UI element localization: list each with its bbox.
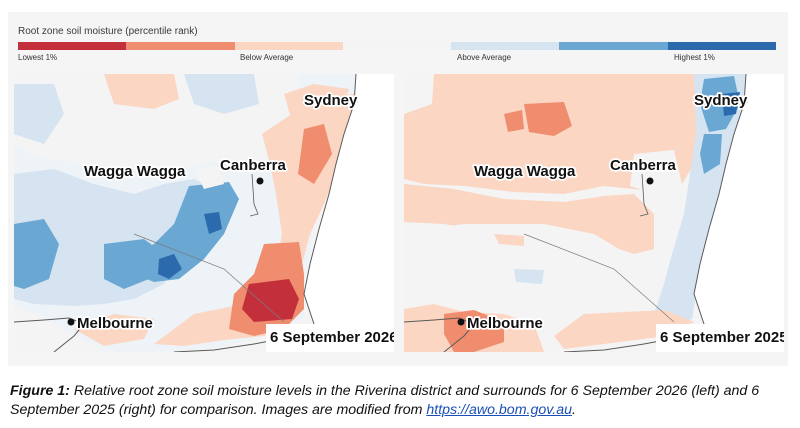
legend-title: Root zone soil moisture (percentile rank… (18, 26, 198, 37)
wagga-marker-2025 (566, 168, 574, 176)
legend-label-below: Below Average (240, 53, 294, 62)
figure-caption: Figure 1: Relative root zone soil moistu… (10, 382, 790, 420)
legend-label-above: Above Average (457, 53, 512, 62)
caption-end: . (572, 402, 576, 418)
melbourne-marker-2026 (67, 318, 75, 326)
map-2026: Sydney Wagga Wagga Canberra Melbourne 6 … (14, 74, 394, 352)
legend-color-bar (18, 42, 776, 50)
canberra-label-2026: Canberra (220, 157, 287, 174)
figure-label: Figure 1: (10, 383, 70, 399)
melbourne-label-2026: Melbourne (77, 315, 153, 332)
melbourne-label-2025: Melbourne (467, 315, 543, 332)
legend-swatch-below (234, 42, 343, 50)
sydney-label-2025: Sydney (694, 92, 748, 109)
legend-label-highest: Highest 1% (674, 53, 715, 62)
caption-text: Relative root zone soil moisture levels … (10, 383, 760, 418)
legend-swatch-lowest (18, 42, 127, 50)
legend-swatch-very-much-below (126, 42, 235, 50)
legend-label-lowest: Lowest 1% (18, 53, 58, 62)
legend-swatch-average (342, 42, 452, 50)
sydney-label-2026: Sydney (304, 92, 358, 109)
map-2026-date: 6 September 2026 (270, 329, 394, 346)
legend-swatch-above (451, 42, 560, 50)
wagga-label-2026: Wagga Wagga (84, 163, 186, 180)
map-2025-canvas: Sydney Wagga Wagga Canberra Melbourne 6 … (404, 74, 784, 352)
wagga-marker-2026 (176, 168, 184, 176)
canberra-label-2025: Canberra (610, 157, 677, 174)
legend-swatch-very-much-above (559, 42, 668, 50)
map-2025: Sydney Wagga Wagga Canberra Melbourne 6 … (404, 74, 784, 352)
canberra-marker-2026 (256, 177, 264, 185)
wagga-label-2025: Wagga Wagga (474, 163, 576, 180)
source-link[interactable]: https://awo.bom.gov.au (426, 402, 572, 418)
sydney-marker-2025 (740, 97, 748, 105)
sydney-marker-2026 (350, 97, 358, 105)
legend-swatch-highest (667, 42, 776, 50)
melbourne-marker-2025 (457, 318, 465, 326)
map-2025-date: 6 September 2025 (660, 329, 784, 346)
map-2026-canvas: Sydney Wagga Wagga Canberra Melbourne 6 … (14, 74, 394, 352)
canberra-marker-2025 (646, 177, 654, 185)
